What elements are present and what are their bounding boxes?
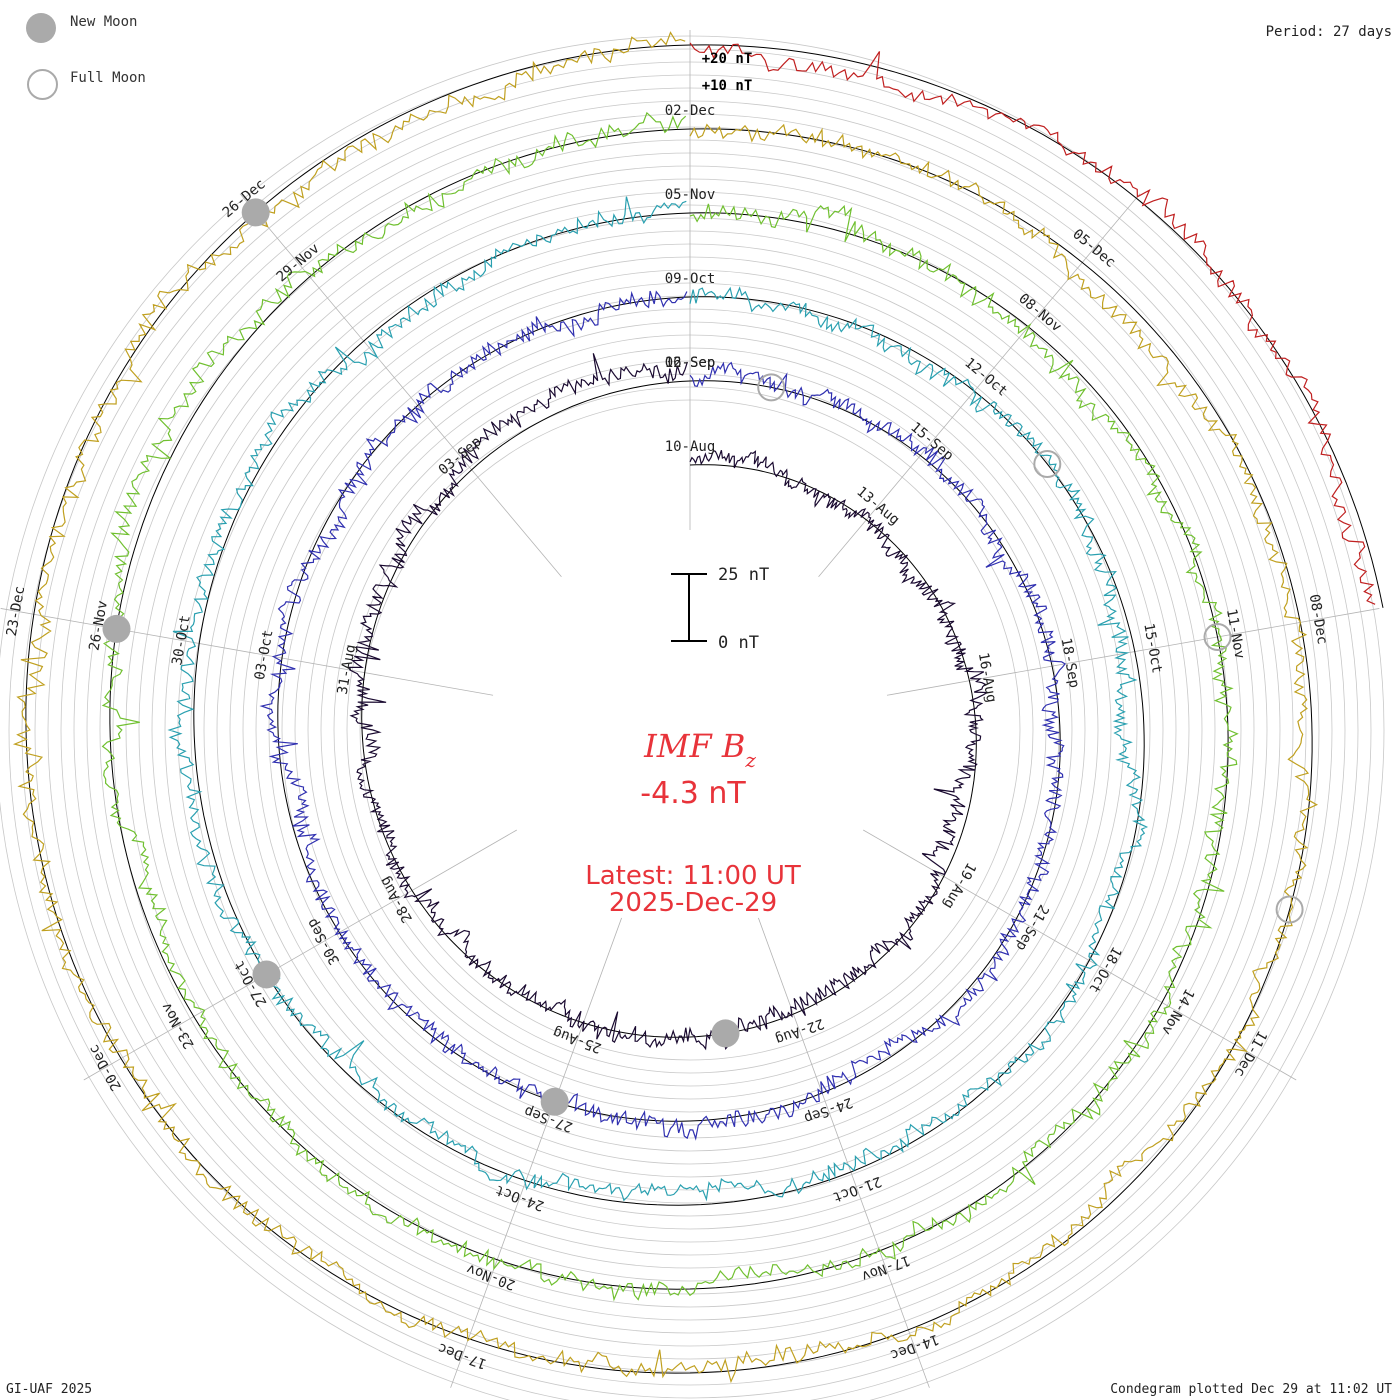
new-moon-marker [102, 614, 131, 643]
grid-ring [0, 35, 1385, 1400]
period-label: Period: 27 days [1265, 24, 1392, 40]
date-label: 19-Aug [940, 860, 979, 912]
series-trace-3 [167, 196, 1149, 1202]
date-label: 10-Aug [665, 439, 716, 455]
date-spoke [758, 917, 930, 1388]
date-label: 31-Aug [335, 643, 360, 696]
footer-credit: GI-UAF 2025 [6, 1382, 93, 1397]
new-moon-marker [540, 1087, 569, 1116]
ring-label-20nT: +20 nT [702, 51, 753, 67]
date-spoke [83, 829, 517, 1081]
new-moon-legend-icon [26, 13, 56, 43]
date-label: 05-Dec [1069, 226, 1118, 271]
date-label: 29-Nov [274, 241, 323, 286]
date-label: 15-Sep [907, 419, 956, 464]
latest-date: 2025-Dec-29 [609, 888, 777, 918]
date-label: 22-Aug [773, 1015, 826, 1047]
date-label: 18-Sep [1058, 637, 1083, 690]
full-moon-marker [757, 373, 786, 402]
date-label: 20-Dec [86, 1042, 125, 1094]
date-label: 12-Oct [961, 355, 1010, 400]
date-label: 13-Aug [853, 484, 902, 529]
date-label: 08-Nov [1015, 291, 1064, 336]
date-label: 18-Oct [1085, 944, 1124, 996]
grid-rings [0, 35, 1385, 1400]
date-label: 12-Sep [665, 355, 716, 371]
date-label: 09-Oct [665, 271, 716, 287]
scale-bar-top-label: 25 nT [718, 565, 769, 585]
full-moon-legend-label: Full Moon [70, 70, 146, 86]
series-trace-1 [347, 353, 990, 1051]
series-layer [12, 31, 1376, 1384]
full-moon-legend-icon [27, 69, 58, 100]
scale-bar: 25 nT 0 nT [671, 565, 769, 653]
current-value: -4.3 nT [640, 776, 746, 811]
date-spoke [239, 193, 562, 578]
footer-plot-time: Condegram plotted Dec 29 at 11:02 UT [1110, 1382, 1392, 1397]
full-moon-marker [1275, 895, 1304, 924]
date-label: 24-Oct [493, 1181, 546, 1213]
moon-markers [102, 198, 1304, 1116]
date-spokes [0, 30, 1380, 1388]
scale-bar-bottom-label: 0 nT [718, 633, 759, 653]
latest-time: Latest: 11:00 UT [585, 861, 801, 891]
quantity-subscript: z [744, 748, 756, 772]
new-moon-marker [241, 198, 270, 227]
date-spoke [818, 193, 1141, 578]
date-label: 11-Nov [1223, 608, 1248, 661]
quantity-main: IMF B [643, 727, 745, 765]
full-moon-marker [1203, 622, 1232, 651]
date-label: 30-Sep [304, 916, 343, 968]
date-label: 05-Nov [665, 187, 716, 203]
ring-label-10nT: +10 nT [702, 78, 753, 94]
date-label: 21-Sep [1012, 902, 1051, 954]
full-moon-marker [1033, 449, 1062, 478]
date-label: 02-Dec [665, 103, 716, 119]
date-label: 15-Oct [1140, 622, 1165, 675]
date-label: 16-Aug [975, 651, 1000, 704]
series-trace-2 [259, 290, 1066, 1141]
date-spoke [863, 829, 1297, 1081]
date-label: 24-Sep [802, 1094, 855, 1126]
date-label: 23-Dec [4, 585, 29, 638]
quantity-label: IMF Bz [643, 727, 756, 772]
series-trace-4 [101, 111, 1239, 1302]
series-trace-6 [689, 42, 1376, 605]
new-moon-marker [711, 1019, 740, 1048]
series-trace-5 [12, 31, 1319, 1384]
date-label: 20-Nov [465, 1260, 518, 1292]
date-label: 06-Sep [665, 355, 716, 371]
date-spoke [0, 608, 494, 696]
date-spoke [450, 917, 622, 1388]
new-moon-legend-label: New Moon [70, 14, 138, 30]
new-moon-marker [252, 960, 281, 989]
